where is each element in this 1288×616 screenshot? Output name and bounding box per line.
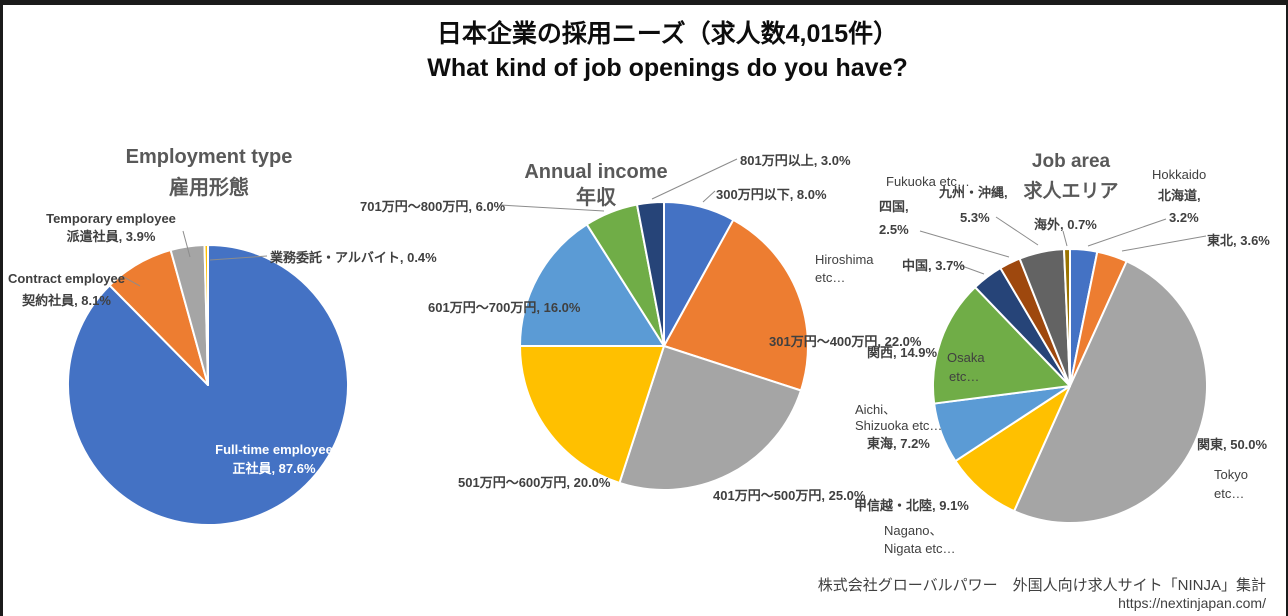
- label-hokkaido-en: Hokkaido: [1152, 167, 1207, 182]
- label-contract-employee-en: Contract employee: [7, 271, 126, 286]
- label-tokyo-etc: etc…: [1214, 486, 1245, 501]
- label-income-over-801: 801万円以上, 3.0%: [740, 153, 851, 168]
- annual-income-title-en: Annual income: [524, 161, 668, 183]
- label-osaka-etc: etc…: [949, 369, 980, 384]
- label-tokai: 東海, 7.2%: [867, 436, 930, 451]
- label-kanto: 関東, 50.0%: [1197, 437, 1268, 452]
- label-kyushu-okinawa-pct: 5.3%: [960, 210, 990, 225]
- label-fulltime-employee-en: Full-time employee: [215, 442, 333, 457]
- label-nigata-etc: Nigata etc…: [884, 541, 956, 556]
- label-hokkaido-ja: 北海道,: [1158, 188, 1201, 203]
- label-tokyo-en: Tokyo: [1214, 467, 1248, 482]
- footer-credit: 株式会社グローバルパワー 外国人向け求人サイト「NINJA」集計: [817, 577, 1266, 594]
- label-hiroshima-en: Hiroshima: [815, 252, 874, 267]
- footer-url-link[interactable]: https://nextinjapan.com/: [1118, 595, 1266, 611]
- label-shizuoka-etc: Shizuoka etc…: [855, 418, 943, 433]
- label-income-401-500: 401万円～500万円, 25.0%: [713, 488, 866, 503]
- employment-type-title-en: Employment type: [125, 146, 293, 168]
- job-area-title-ja: 求人エリア: [1023, 181, 1119, 202]
- label-hiroshima-etc: etc…: [815, 270, 846, 285]
- label-aichi-en: Aichi、: [855, 402, 897, 417]
- label-income-601-700: 601万円～700万円, 16.0%: [428, 300, 581, 315]
- job-area-pie: [932, 248, 1208, 525]
- employment-type-title-ja: 雇用形態: [169, 177, 249, 199]
- label-temporary-employee-en: Temporary employee: [46, 211, 176, 226]
- label-kyushu-okinawa: 九州・沖縄,: [939, 185, 1008, 200]
- label-tohoku: 東北, 3.6%: [1207, 233, 1270, 248]
- job-area-title-en: Job area: [1031, 151, 1111, 172]
- label-outsourcing-parttime: 業務委託・アルバイト, 0.4%: [270, 250, 437, 265]
- label-shikoku: 四国,: [879, 199, 909, 214]
- label-income-501-600: 501万円～600万円, 20.0%: [458, 475, 611, 490]
- label-temporary-employee-ja: 派遣社員, 3.9%: [66, 229, 156, 244]
- label-shikoku-pct: 2.5%: [879, 222, 909, 237]
- label-chugoku: 中国, 3.7%: [902, 258, 965, 273]
- label-kansai: 関西, 14.9%: [867, 345, 938, 360]
- label-contract-employee-ja: 契約社員, 8.1%: [22, 293, 111, 308]
- label-income-701-800: 701万円～800万円, 6.0%: [360, 199, 506, 214]
- label-koshinetsu-hokuriku: 甲信越・北陸, 9.1%: [854, 498, 969, 513]
- label-income-301-400: 301万円～400万円, 22.0%: [769, 334, 922, 349]
- label-nagano-en: Nagano、: [884, 523, 943, 538]
- label-fukuoka-etc: Fukuoka etc…: [886, 174, 970, 189]
- label-overseas: 海外, 0.7%: [1034, 217, 1097, 232]
- page-title-japanese: 日本企業の採用ニーズ（求人数4,015件）: [436, 20, 899, 48]
- page-title-english: What kind of job openings do you have?: [427, 54, 908, 82]
- label-fulltime-employee-ja: 正社員, 87.6%: [232, 461, 316, 476]
- label-income-under-300: 300万円以下, 8.0%: [716, 187, 827, 202]
- annual-income-title-ja: 年収: [576, 187, 616, 209]
- label-hokkaido-pct: 3.2%: [1169, 210, 1199, 225]
- annual-income-pie: [519, 201, 809, 491]
- label-osaka-en: Osaka: [947, 350, 985, 365]
